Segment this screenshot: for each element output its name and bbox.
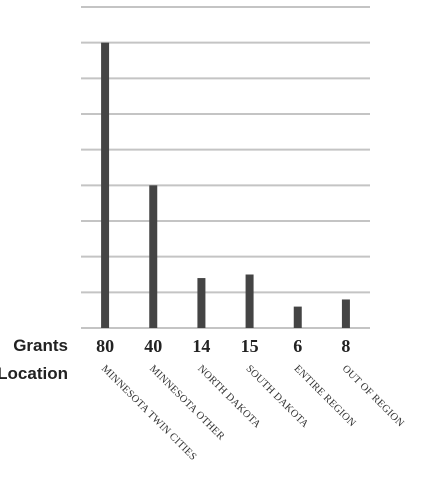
value-label: 15	[241, 336, 259, 356]
value-label: 14	[192, 336, 210, 356]
gridlines	[81, 6, 370, 329]
bars	[101, 42, 350, 329]
bar-out-of-region	[341, 299, 350, 328]
bar-entire-region	[293, 306, 302, 328]
value-labels: 80 40 14 15 6 8	[96, 336, 350, 356]
category-label: MINNESOTA TWIN CITIES	[99, 363, 199, 463]
bar-south-dakota	[245, 274, 254, 328]
value-label: 6	[293, 336, 302, 356]
value-label: 8	[341, 336, 350, 356]
grants-row-label: Grants	[13, 336, 68, 355]
bar-minnesota-other	[149, 185, 158, 328]
location-row-label: Location	[0, 364, 68, 383]
bar-minnesota-twin-cities	[101, 42, 110, 329]
value-label: 40	[144, 336, 162, 356]
bar-north-dakota	[197, 278, 206, 328]
value-label: 80	[96, 336, 114, 356]
